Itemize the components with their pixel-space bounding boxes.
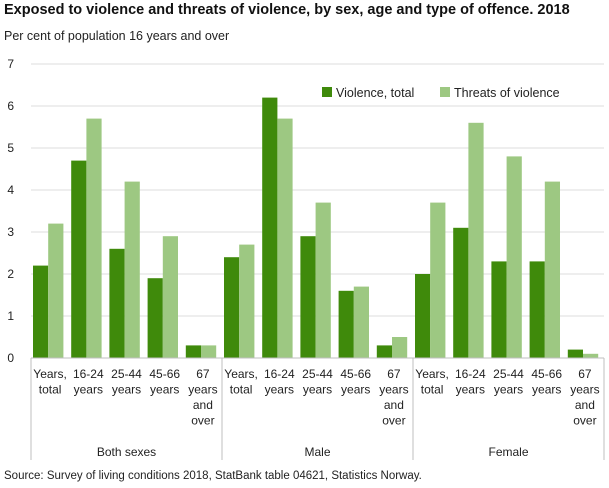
y-tick-label: 2: [7, 267, 14, 281]
bar-threats-of-violence: [544, 181, 560, 358]
y-tick-label: 5: [7, 141, 14, 155]
legend-swatch-violence-total: [322, 87, 332, 97]
bar-violence-total: [338, 290, 354, 358]
x-category-label: 67 years and over: [188, 367, 217, 428]
chart-title: Exposed to violence and threats of viole…: [4, 2, 570, 18]
x-category-label: 45-66 years: [149, 367, 180, 397]
bar-violence-total: [224, 257, 240, 358]
bar-violence-total: [33, 265, 49, 358]
bar-threats-of-violence: [583, 353, 599, 358]
bar-threats-of-violence: [277, 118, 293, 358]
bar-violence-total: [109, 248, 125, 358]
legend-label: Threats of violence: [454, 86, 560, 100]
x-category-label: 25-44 years: [493, 367, 524, 397]
x-category-label: 25-44 years: [302, 367, 333, 397]
bar-threats-of-violence: [124, 181, 140, 358]
y-tick-label: 6: [7, 99, 14, 113]
legend-swatch-threats: [440, 87, 450, 97]
x-category-label: Years, total: [415, 367, 449, 397]
bar-threats-of-violence: [506, 156, 522, 358]
bar-violence-total: [262, 97, 278, 358]
bar-threats-of-violence: [430, 202, 446, 358]
bar-threats-of-violence: [315, 202, 331, 358]
x-category-label: 45-66 years: [531, 367, 562, 397]
bar-violence-total: [147, 278, 163, 358]
y-tick-label: 7: [7, 57, 14, 71]
bar-violence-total: [415, 274, 431, 358]
group-label: Both sexes: [97, 445, 156, 459]
bar-violence-total: [71, 160, 87, 358]
bar-violence-total: [376, 345, 392, 358]
x-category-label: Years, total: [33, 367, 67, 397]
bar-threats-of-violence: [392, 337, 408, 358]
bar-threats-of-violence: [353, 286, 369, 358]
legend-label: Violence, total: [336, 86, 414, 100]
bar-violence-total: [300, 236, 316, 358]
bar-violence-total: [453, 227, 469, 358]
chart-source: Source: Survey of living conditions 2018…: [4, 470, 422, 482]
y-tick-label: 3: [7, 225, 14, 239]
x-category-label: 16-24 years: [73, 367, 104, 397]
axis-layer: [30, 357, 605, 460]
x-category-label: 67 years and over: [379, 367, 408, 428]
x-category-label: 16-24 years: [455, 367, 486, 397]
bar-threats-of-violence: [201, 345, 217, 358]
x-category-label: Years, total: [224, 367, 258, 397]
y-tick-label: 1: [7, 309, 14, 323]
y-tick-label: 4: [7, 183, 14, 197]
group-label: Male: [304, 445, 330, 459]
x-category-label: 16-24 years: [264, 367, 295, 397]
group-label: Female: [488, 445, 528, 459]
bar-threats-of-violence: [468, 122, 484, 358]
bar-threats-of-violence: [162, 236, 178, 358]
x-category-label: 25-44 years: [111, 367, 142, 397]
bar-violence-total: [185, 345, 201, 358]
bar-violence-total: [567, 349, 583, 358]
bar-violence-total: [529, 261, 545, 358]
bar-violence-total: [491, 261, 507, 358]
y-tick-label: 0: [7, 351, 14, 365]
chart-subtitle: Per cent of population 16 years and over: [4, 29, 230, 43]
x-category-label: 45-66 years: [340, 367, 371, 397]
bar-layer: [33, 97, 599, 358]
bar-threats-of-violence: [86, 118, 102, 358]
bar-threats-of-violence: [239, 244, 255, 358]
x-category-label: 67 years and over: [570, 367, 599, 428]
legend: Violence, total Threats of violence: [322, 86, 560, 100]
bar-threats-of-violence: [48, 223, 64, 358]
